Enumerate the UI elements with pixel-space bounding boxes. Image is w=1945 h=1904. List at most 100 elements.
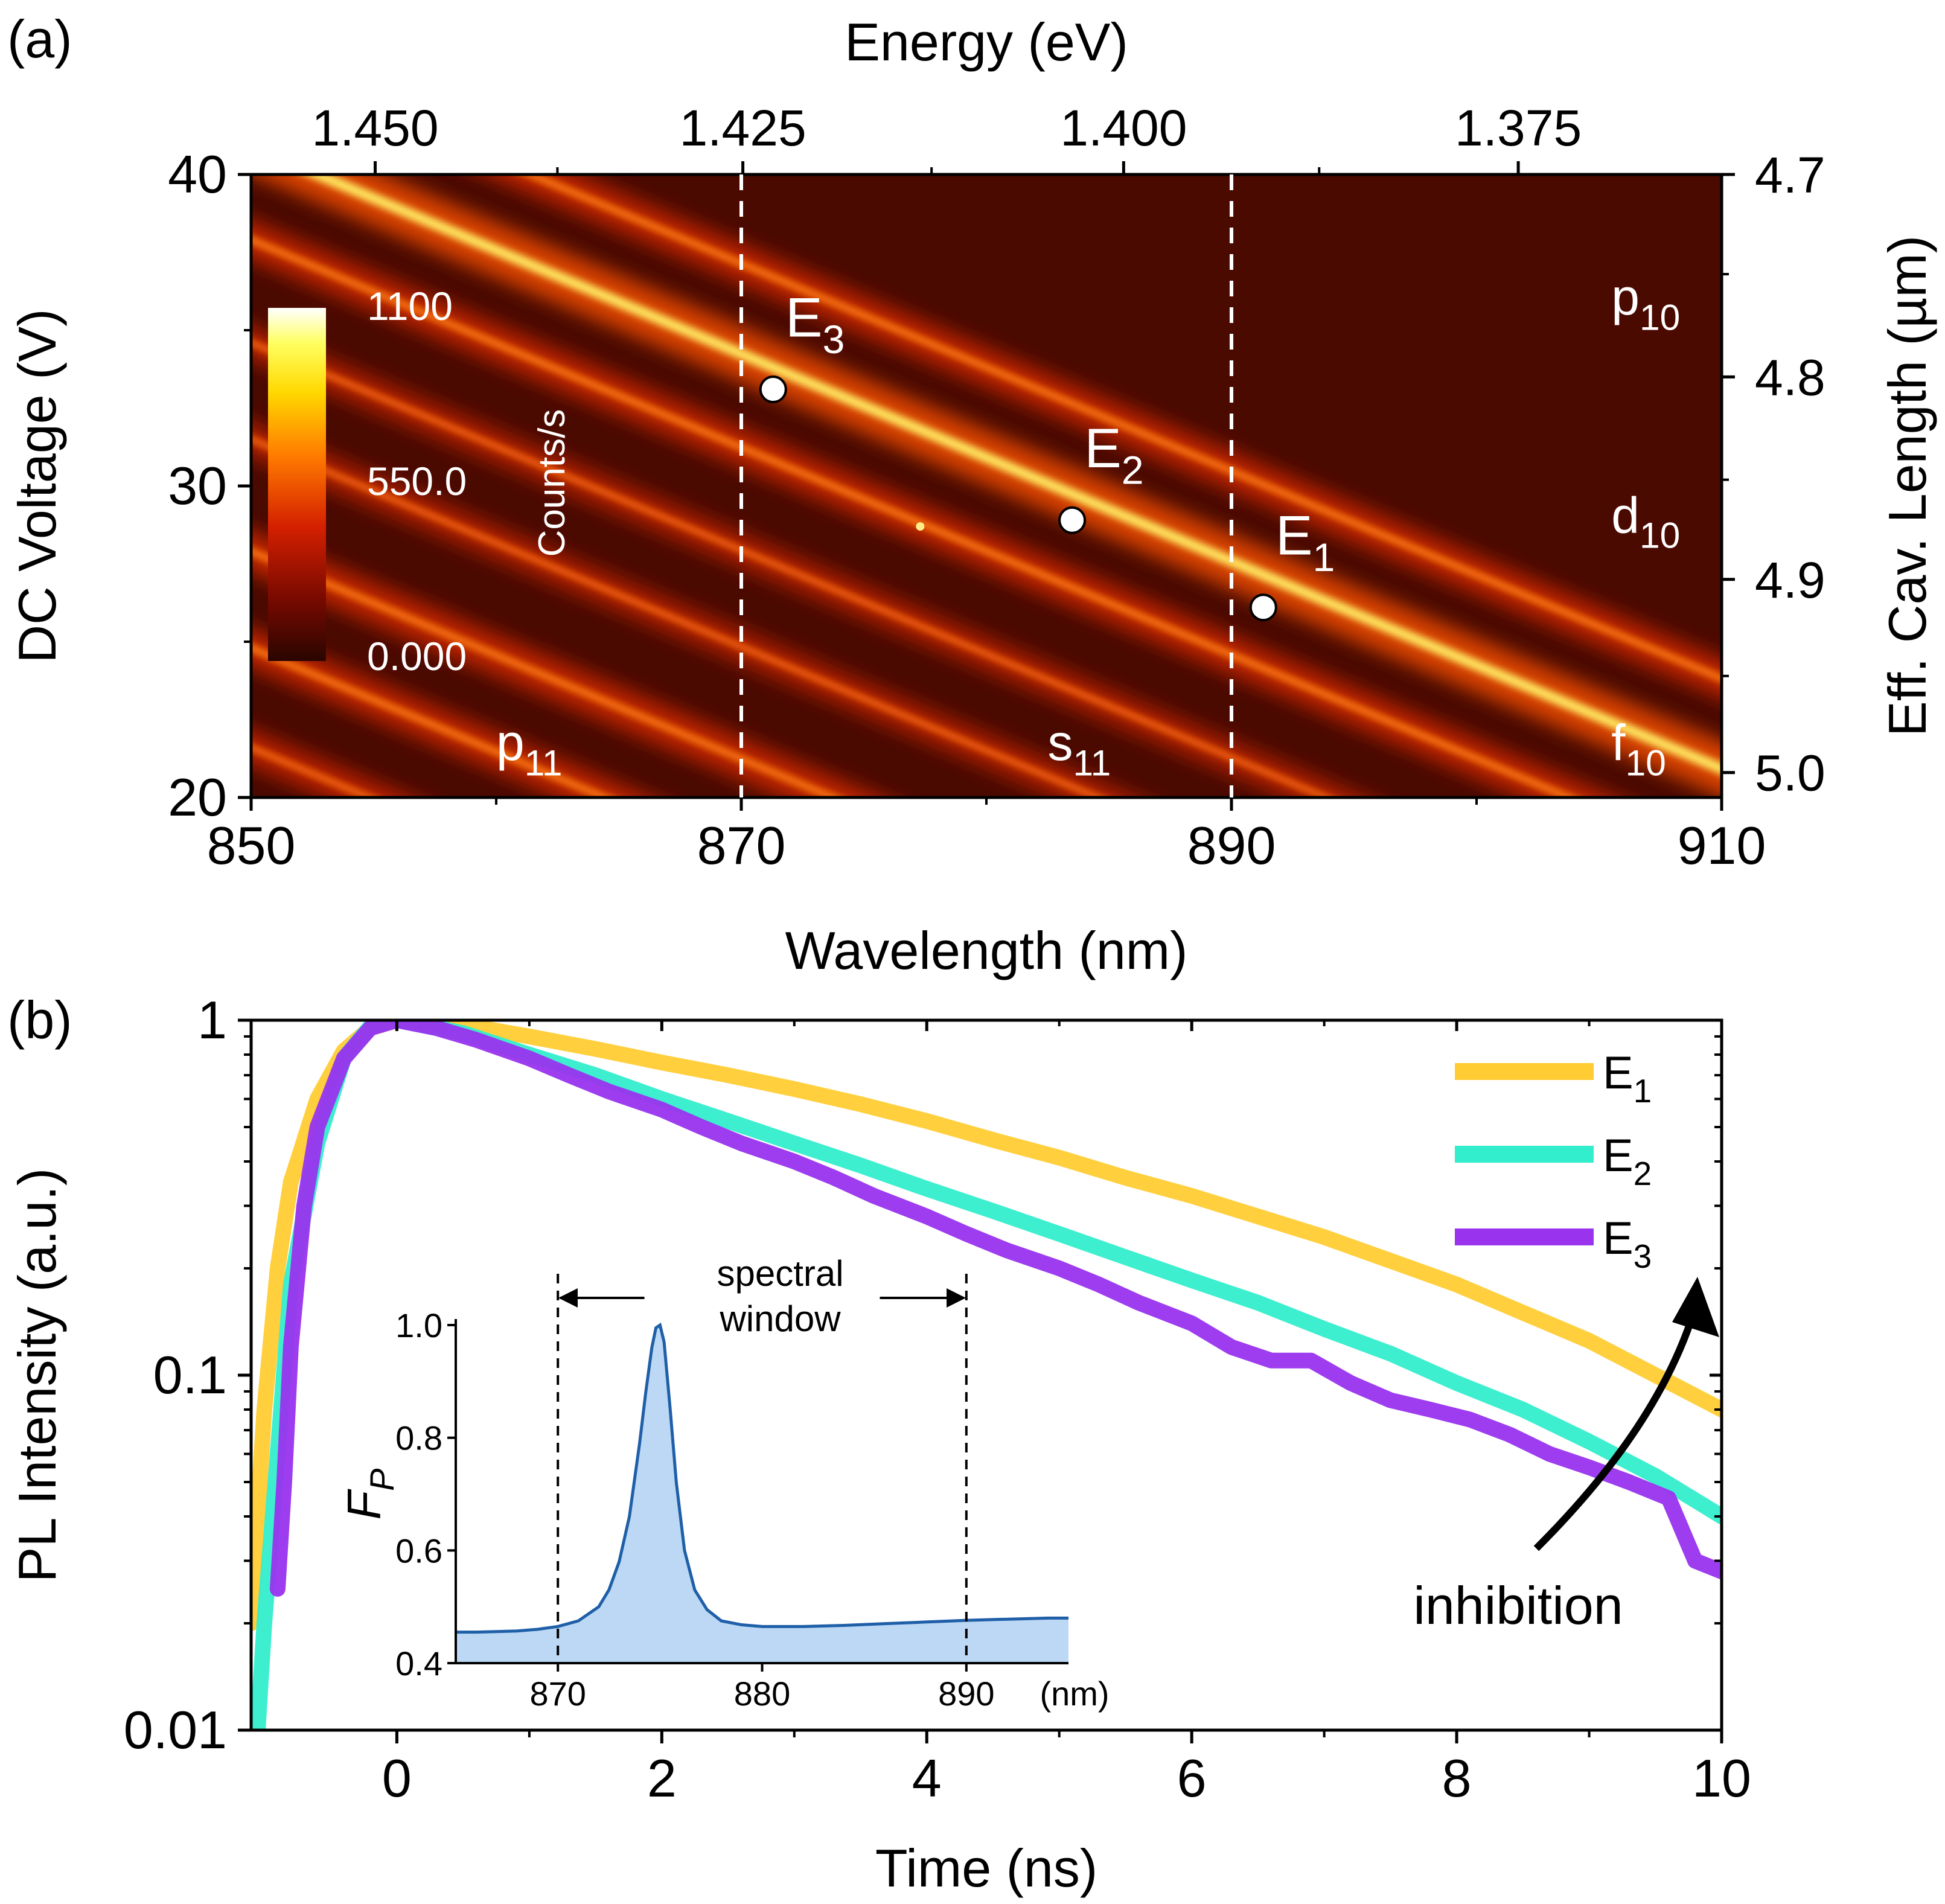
y-tick-label-a-40: 40 <box>168 144 227 204</box>
point-label-E2: E2 <box>1084 418 1143 493</box>
x-tick-label-b-0: 0 <box>382 1748 412 1808</box>
mode-label-f10: f10 <box>1611 714 1666 783</box>
mode-band-core-2 <box>251 235 1578 797</box>
inhibition-arrow-head <box>1672 1277 1719 1337</box>
colorbar-tick-mid: 550.0 <box>367 459 467 503</box>
mode-label-d10-sub: 10 <box>1640 515 1680 556</box>
x-tick-label-b-6: 6 <box>1177 1748 1207 1808</box>
inset-x-tick-label-880: 880 <box>734 1675 790 1713</box>
mode-band-core-1 <box>303 174 1722 775</box>
x-tick-label-b-8: 8 <box>1442 1748 1472 1808</box>
inset: 870 880 890 (nm)0.40.60.81.0FPspectralwindo… <box>337 1253 1110 1713</box>
right-tick-label-4.8: 4.8 <box>1755 349 1825 406</box>
heatmap <box>251 174 1722 797</box>
mode-label-f10-main: f <box>1611 714 1626 771</box>
window-label-2: window <box>719 1299 841 1339</box>
colorbar-tick-max: 1100 <box>367 284 453 328</box>
mode-label-s11-sub: 11 <box>1073 742 1111 783</box>
dashed-lines <box>739 174 1233 797</box>
intensity-axis-label: PL Intensity (a.u.) <box>7 1168 67 1582</box>
right-tick-label-5.0: 5.0 <box>1755 745 1825 802</box>
panel-b: (b) 870 880 890 (nm)0.40.60.81.0FPspectralw… <box>7 990 1751 1898</box>
y-tick-label-a-20: 20 <box>168 767 227 827</box>
x-tick-label-b-10: 10 <box>1692 1748 1751 1808</box>
axes-a: 850 870 890 910 20 30 40 1.450 1.425 1.400 1.375 4.… <box>168 100 1825 875</box>
cavity-axis-label: Eff. Cav. Length (µm) <box>1877 235 1937 736</box>
point-label-E2-main: E <box>1084 418 1121 479</box>
mode-label-p10: p10 <box>1611 269 1680 337</box>
inset-y-tick-label-0: 0.4 <box>395 1644 442 1682</box>
mode-label-d10-main: d <box>1611 487 1640 543</box>
point-label-E1-sub: 1 <box>1312 535 1335 580</box>
panel-a: (a) 1100 550.0 0.000 Counts/s p10d10f10p… <box>7 9 1937 980</box>
heatmap-background <box>251 174 1722 797</box>
axes-b: 0 2 4 6 8 10 0.01 0.1 1 <box>124 990 1751 1808</box>
mode-band-core-3 <box>251 339 1333 797</box>
mode-label-p10-main: p <box>1611 269 1640 325</box>
legend-label-E2-sub: 2 <box>1634 1155 1652 1192</box>
mode-label-p11: p11 <box>496 714 563 783</box>
inset-x-unit: (nm) <box>1040 1675 1109 1713</box>
mode-band-core-5 <box>251 547 842 797</box>
mode-label-p10-sub: 10 <box>1640 296 1680 337</box>
inset-fp-line <box>456 1322 1068 1634</box>
inset-y-label-main: F <box>337 1489 391 1520</box>
legend-label-E1-main: E <box>1603 1047 1634 1099</box>
top-tick-label-1.450: 1.450 <box>311 100 438 156</box>
mode-label-s11-main: s <box>1048 714 1073 771</box>
colorbar-label: Counts/s <box>531 409 573 557</box>
point-label-E2-sub: 2 <box>1122 449 1144 493</box>
x-tick-label-a-870: 870 <box>697 816 786 875</box>
y-tick-label-b-0.1: 0.1 <box>153 1345 227 1405</box>
mode-band-core-4 <box>251 436 1105 797</box>
legend-label-E2-main: E <box>1603 1130 1634 1181</box>
window-label-1: spectral <box>717 1253 843 1294</box>
inset-y-tick-label-1: 0.6 <box>395 1532 442 1570</box>
inhibition-label: inhibition <box>1413 1576 1623 1635</box>
mode-label-f10-sub: 10 <box>1626 742 1666 783</box>
y-tick-label-a-30: 30 <box>168 456 227 516</box>
inset-y-label: FP <box>337 1468 401 1519</box>
point-E2 <box>1058 506 1087 534</box>
legend-label-E3-sub: 3 <box>1634 1238 1652 1275</box>
inset-x-tick-label-870: 870 <box>529 1675 586 1713</box>
top-tick-label-1.400: 1.400 <box>1060 100 1187 156</box>
y-tick-label-b-1: 1 <box>197 990 227 1050</box>
top-tick-label-1.425: 1.425 <box>679 100 806 156</box>
inset-y-tick-label-2: 0.8 <box>395 1419 442 1457</box>
mode-label-p11-sub: 11 <box>525 742 563 783</box>
inset-x-tick-label-890: 890 <box>938 1675 994 1713</box>
x-tick-label-b-2: 2 <box>647 1748 677 1808</box>
inset-y-label-sub: P <box>363 1468 401 1490</box>
series-lines <box>251 1020 1722 1730</box>
colorbar-tick-min: 0.000 <box>367 634 467 679</box>
colorbar: 1100 550.0 0.000 Counts/s <box>268 284 573 679</box>
energy-axis-label: Energy (eV) <box>845 12 1128 72</box>
mode-label-p11-main: p <box>496 714 525 771</box>
wavelength-axis-label: Wavelength (nm) <box>785 921 1188 980</box>
point-label-E1: E1 <box>1276 505 1335 581</box>
mode-label-d10: d10 <box>1611 487 1680 555</box>
x-tick-label-a-910: 910 <box>1678 816 1766 875</box>
series-line-E3 <box>269 1020 1722 1597</box>
x-tick-label-a-850: 850 <box>207 816 296 875</box>
point-label-E1-main: E <box>1276 505 1312 567</box>
point-label-E3: E3 <box>785 287 845 362</box>
panel-a-label: (a) <box>7 9 72 69</box>
right-tick-label-4.9: 4.9 <box>1755 552 1825 609</box>
panel-b-label: (b) <box>7 990 72 1050</box>
mode-band-core-0 <box>521 174 1722 683</box>
legend-label-E3: E3 <box>1603 1213 1652 1275</box>
inset-y-tick-label-3: 1.0 <box>395 1306 442 1344</box>
right-tick-label-4.7: 4.7 <box>1755 147 1825 203</box>
inset-area-fill <box>456 1325 1068 1663</box>
y-tick-label-b-0.01: 0.01 <box>124 1700 227 1760</box>
top-tick-label-1.375: 1.375 <box>1455 100 1582 156</box>
legend-label-E1: E1 <box>1603 1047 1652 1110</box>
point-E1 <box>1249 593 1277 622</box>
mode-label-s11: s11 <box>1048 714 1111 783</box>
voltage-axis-label: DC Voltage (V) <box>7 309 67 663</box>
